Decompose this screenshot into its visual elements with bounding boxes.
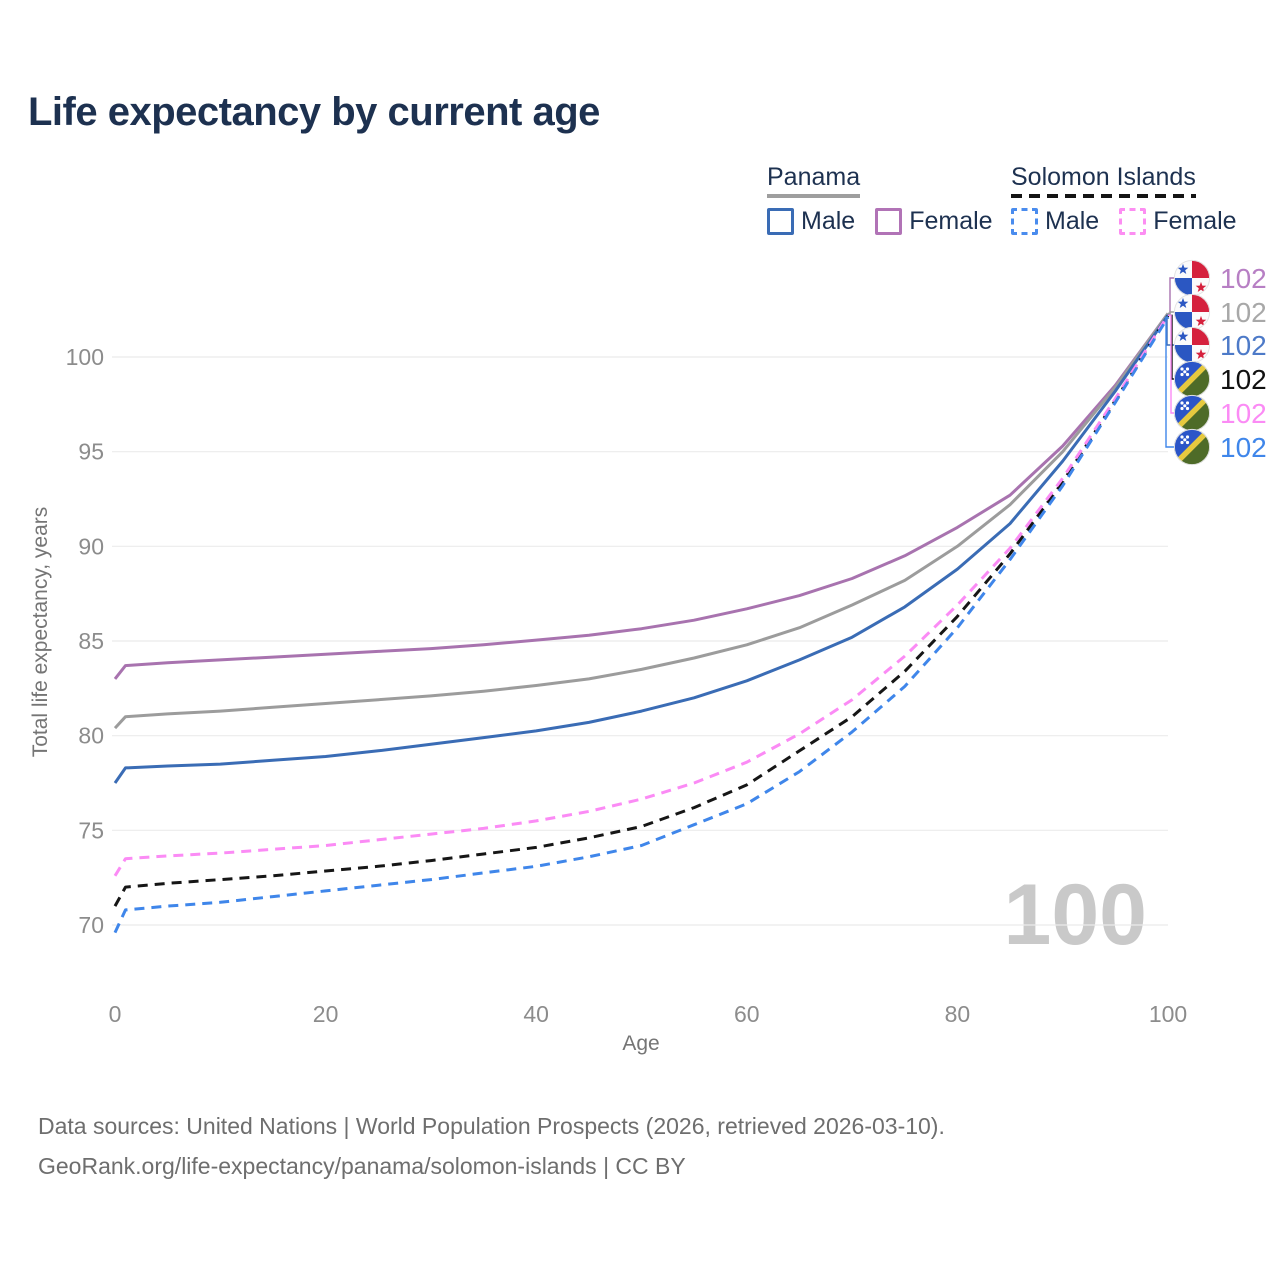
- end-label-leader-line: [1165, 316, 1174, 448]
- x-tick-label: 60: [734, 1001, 760, 1027]
- y-tick-label: 100: [66, 344, 104, 370]
- legend-country-solomon-islands: Solomon Islands: [1011, 163, 1196, 198]
- panama-flag-icon: [1173, 326, 1211, 364]
- legend-country-label: Panama: [767, 163, 861, 191]
- legend-item-panama-female[interactable]: Female: [875, 207, 993, 236]
- end-value-label-solomon-islands-both-sexes: 102: [1220, 364, 1267, 395]
- legend-group-solomon-islands: Solomon Islands Male Female: [1011, 163, 1237, 236]
- solomon-female-checkbox[interactable]: [1119, 208, 1147, 235]
- x-axis-title: Age: [622, 1032, 659, 1055]
- panama-line-style-sample: [767, 194, 861, 198]
- panama-flag-icon: [1173, 293, 1211, 331]
- panama-female-label: Female: [909, 207, 993, 235]
- x-tick-label: 40: [523, 1001, 549, 1027]
- series-line-panama-male[interactable]: [113, 314, 1170, 784]
- solomon-islands-flag-icon: [1173, 360, 1211, 398]
- x-tick-label: 80: [945, 1001, 971, 1027]
- age-watermark: 100: [1004, 867, 1148, 963]
- y-tick-label: 70: [78, 912, 104, 938]
- series-line-solomon-islands-male[interactable]: [113, 316, 1170, 934]
- legend-item-solomon-female[interactable]: Female: [1119, 207, 1237, 236]
- legend-group-panama: Panama Male Female: [767, 163, 993, 236]
- x-tick-label: 20: [313, 1001, 339, 1027]
- y-tick-label: 85: [78, 628, 104, 654]
- legend-item-solomon-male[interactable]: Male: [1011, 207, 1099, 236]
- end-label-leader-line: [1168, 277, 1174, 315]
- legend-item-panama-male[interactable]: Male: [767, 207, 855, 236]
- x-tick-label: 0: [109, 1001, 122, 1027]
- end-value-label-solomon-islands-female: 102: [1220, 398, 1267, 429]
- series-line-solomon-islands-female[interactable]: [113, 314, 1170, 877]
- solomon-male-checkbox[interactable]: [1011, 208, 1038, 235]
- footer: Data sources: United Nations | World Pop…: [38, 1106, 945, 1186]
- solomon-islands-line-style-sample: [1011, 194, 1196, 198]
- end-value-label-panama-female: 102: [1220, 263, 1267, 294]
- panama-female-checkbox[interactable]: [875, 208, 903, 235]
- solomon-female-label: Female: [1153, 207, 1237, 235]
- y-tick-label: 80: [78, 723, 104, 749]
- end-label-leader-line: [1168, 314, 1174, 414]
- y-axis-title: Total life expectancy, years: [29, 507, 52, 758]
- page-title: Life expectancy by current age: [28, 90, 600, 134]
- x-tick-label: 100: [1149, 1001, 1187, 1027]
- series-line-solomon-islands-both-sexes[interactable]: [113, 314, 1170, 907]
- solomon-islands-flag-icon: [1173, 394, 1211, 432]
- end-value-label-solomon-islands-male: 102: [1220, 432, 1267, 463]
- end-label-leader-line: [1168, 311, 1174, 315]
- data-sources-line: Data sources: United Nations | World Pop…: [38, 1113, 945, 1139]
- solomon-islands-flag-icon: [1173, 428, 1211, 466]
- solomon-male-label: Male: [1045, 207, 1100, 235]
- series-line-panama-both-sexes[interactable]: [113, 312, 1170, 730]
- legend-country-panama: Panama: [767, 163, 861, 198]
- y-tick-label: 75: [78, 817, 104, 843]
- panama-flag-icon: [1173, 259, 1211, 297]
- end-value-label-panama-male: 102: [1220, 330, 1267, 361]
- panama-male-checkbox[interactable]: [767, 208, 794, 235]
- end-value-label-panama-both-sexes: 102: [1220, 297, 1267, 328]
- panama-male-label: Male: [801, 207, 856, 235]
- y-tick-label: 90: [78, 533, 104, 559]
- legend-country-label: Solomon Islands: [1011, 163, 1196, 191]
- series-line-panama-female[interactable]: [113, 312, 1170, 680]
- chart-legend: Panama Male Female Solomon Islands: [0, 163, 1280, 243]
- y-tick-label: 95: [78, 439, 104, 465]
- attribution-line: GeoRank.org/life-expectancy/panama/solom…: [38, 1153, 686, 1179]
